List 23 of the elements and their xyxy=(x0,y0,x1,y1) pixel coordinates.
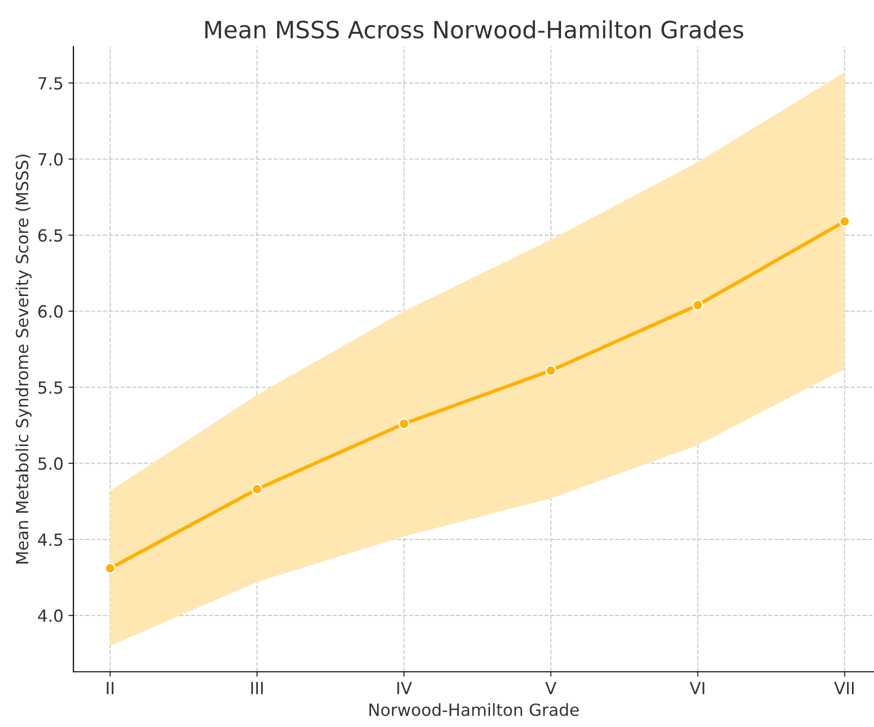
y-tick-label: 5.5 xyxy=(38,381,62,394)
x-tick-label: II xyxy=(106,682,114,694)
point xyxy=(692,300,704,311)
x-tick-label: VI xyxy=(690,682,704,694)
point xyxy=(398,418,410,430)
x-tick-label: V xyxy=(545,682,556,694)
y-tick-label: 7.5 xyxy=(38,77,62,90)
x-axis-title: Norwood-Hamilton Grade xyxy=(369,703,579,716)
y-tick-label: 4.0 xyxy=(38,609,63,622)
y-tick-label: 6.0 xyxy=(38,305,63,318)
y-tick-label: 7.0 xyxy=(38,153,63,166)
x-tick-label: IV xyxy=(397,682,412,694)
y-tick-label: 4.5 xyxy=(38,534,62,546)
x-tick-label: III xyxy=(251,682,263,694)
x-tick-label: VII xyxy=(834,682,854,694)
point xyxy=(251,484,263,495)
point xyxy=(839,216,850,228)
point xyxy=(104,562,116,574)
y-tick-label: 5.0 xyxy=(38,457,63,470)
chart-title: Mean MSSS Across Norwood-Hamilton Grades xyxy=(205,20,744,39)
y-axis-title: Mean Metabolic Syndrome Severity Score (MSSS) xyxy=(16,154,32,564)
point xyxy=(545,364,556,376)
y-tick-label: 6.5 xyxy=(38,229,62,242)
